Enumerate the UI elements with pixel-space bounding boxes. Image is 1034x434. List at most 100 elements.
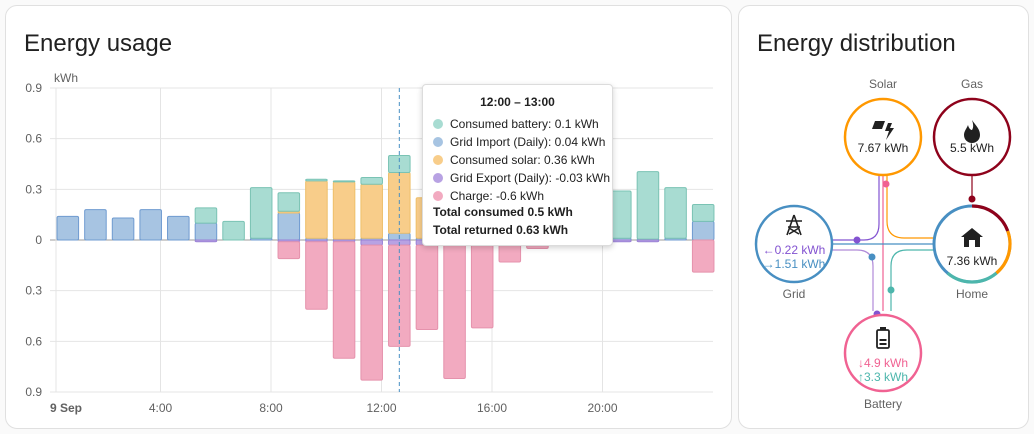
- energy-distribution-card: Energy distribution Solar: [738, 5, 1029, 429]
- flow-dot: [868, 253, 876, 261]
- home-icon: [961, 228, 983, 247]
- gas-label: Gas: [961, 77, 983, 91]
- tooltip-total-returned: Total returned 0.63 kWh: [433, 223, 569, 237]
- bar-segment: [194, 239, 218, 243]
- x-tick-label: 9 Sep: [50, 401, 82, 415]
- grid-consumed-arrow: →: [763, 257, 775, 271]
- bar-segment: [691, 239, 715, 273]
- energy-usage-title: Energy usage: [24, 30, 173, 57]
- y-tick-label: 0.3: [25, 284, 42, 298]
- x-tick-label: 4:00: [149, 401, 173, 415]
- bar-segment: [305, 178, 328, 182]
- grid-node[interactable]: ←0.22 kWh →1.51 kWh Grid: [754, 204, 834, 301]
- energy-usage-card: Energy usage kWh 0.9 0.6 0.3 0 0.3 0.6 0.9 9 Sep…: [5, 5, 732, 429]
- bar-segment: [332, 180, 356, 183]
- gas-value: 5.5 kWh: [950, 141, 994, 155]
- battery-label: Battery: [864, 397, 902, 411]
- bar-segment: [305, 241, 328, 310]
- bar-segment: [664, 187, 687, 239]
- tooltip-row-label: Charge: -0.6 kWh: [450, 189, 545, 203]
- flow-battery-home: [890, 249, 935, 311]
- tooltip-row-consumed-solar: Consumed solar: 0.36 kWh: [433, 151, 602, 169]
- bar-segment: [277, 241, 301, 260]
- tooltip-row-grid-export: Grid Export (Daily): -0.03 kWh: [433, 169, 610, 187]
- flow-dots: [853, 180, 976, 318]
- battery-in-value: 4.9 kWh: [864, 356, 908, 370]
- grid-returned-arrow: ←: [763, 243, 775, 257]
- bar-segment: [360, 183, 383, 239]
- legend-dot-consumed-solar: [433, 155, 443, 165]
- bar-segment: [443, 242, 466, 379]
- bar-segment: [167, 215, 190, 241]
- battery-out-value: 3.3 kWh: [864, 370, 908, 384]
- solar-power-icon: [872, 121, 894, 140]
- bar-segment: [691, 204, 715, 222]
- flow-dot: [853, 236, 861, 244]
- bar-segment: [691, 220, 715, 241]
- legend-dot-consumed-battery: [433, 119, 443, 129]
- energy-usage-chart[interactable]: kWh 0.9 0.6 0.3 0 0.3 0.6 0.9 9 Sep 4:00 8:00 12:00…: [6, 6, 733, 430]
- tooltip-row-grid-import: Grid Import (Daily): 0.04 kWh: [433, 133, 606, 151]
- energy-distribution-diagram: Solar 7.67 kWh Gas 5.5 kWh ←0.22 kWh →1.…: [754, 77, 1012, 411]
- home-value: 7.36 kWh: [947, 254, 998, 268]
- flow-dot: [882, 180, 890, 188]
- grid-returned-value: 0.22 kWh: [775, 243, 826, 257]
- battery-in: ↓4.9 kWh: [858, 356, 908, 370]
- battery-out-arrow: ↑: [858, 370, 864, 384]
- bar-segment: [332, 241, 356, 359]
- y-tick-label: 0.9: [25, 385, 42, 399]
- bar-segment: [139, 209, 162, 241]
- y-axis-unit: kWh: [54, 71, 78, 85]
- home-ring-solar: [995, 230, 1012, 275]
- chart-tooltip: 12:00 – 13:00 Consumed battery: 0.1 kWh …: [422, 84, 613, 246]
- solar-node[interactable]: Solar 7.67 kWh: [843, 77, 923, 177]
- battery-in-arrow: ↓: [858, 356, 864, 370]
- bar-segment: [84, 209, 107, 241]
- y-tick-label: 0.9: [25, 81, 42, 95]
- bar-segment: [305, 180, 328, 239]
- bar-segment: [277, 212, 301, 241]
- bar-segment: [360, 239, 383, 246]
- legend-dot-grid-export: [433, 173, 443, 183]
- solar-circle: [843, 97, 923, 177]
- y-tick-label: 0.6: [25, 132, 42, 146]
- battery-node[interactable]: ↓4.9 kWh ↑3.3 kWh Battery: [843, 313, 923, 411]
- bar-segment: [415, 244, 439, 331]
- energy-distribution-title: Energy distribution: [757, 30, 956, 57]
- bar-segment: [636, 239, 660, 243]
- solar-label: Solar: [869, 77, 897, 91]
- flow-dot: [887, 286, 895, 294]
- bar-segment: [388, 244, 411, 347]
- flow-solar-home: [886, 175, 935, 239]
- fire-icon: [964, 120, 980, 143]
- tooltip-row-label: Consumed solar: 0.36 kWh: [450, 153, 595, 167]
- flow-grid-battery: [813, 249, 874, 311]
- bar-segment: [111, 217, 135, 241]
- tooltip-row-label: Grid Import (Daily): 0.04 kWh: [450, 135, 606, 149]
- bar-segment: [470, 242, 494, 329]
- x-tick-label: 8:00: [259, 401, 283, 415]
- bar-segment: [222, 220, 245, 241]
- tooltip-row-label: Consumed battery: 0.1 kWh: [450, 117, 599, 131]
- transmission-tower-icon: [786, 214, 802, 236]
- flow-solar-grid: [813, 175, 880, 241]
- legend-dot-grid-import: [433, 137, 443, 147]
- bar-segment: [249, 187, 273, 239]
- bar-segment: [56, 215, 80, 241]
- bar-segment: [332, 181, 356, 240]
- bar-segment: [194, 222, 218, 241]
- bar-segment: [277, 192, 301, 212]
- battery-out: ↑3.3 kWh: [858, 370, 908, 384]
- x-tick-label: 12:00: [366, 401, 396, 415]
- bar-segment: [636, 171, 660, 240]
- battery-icon: [876, 327, 890, 349]
- home-label: Home: [956, 287, 988, 301]
- home-node[interactable]: 7.36 kWh Home: [932, 204, 1012, 301]
- grid-consumed: →1.51 kWh: [763, 257, 826, 271]
- x-tick-label: 16:00: [477, 401, 507, 415]
- bar-segment: [360, 244, 383, 381]
- tooltip-title: 12:00 – 13:00: [480, 95, 555, 109]
- y-tick-label: 0: [35, 233, 42, 247]
- grid-consumed-value: 1.51 kWh: [775, 257, 826, 271]
- gas-node[interactable]: Gas 5.5 kWh: [932, 77, 1012, 177]
